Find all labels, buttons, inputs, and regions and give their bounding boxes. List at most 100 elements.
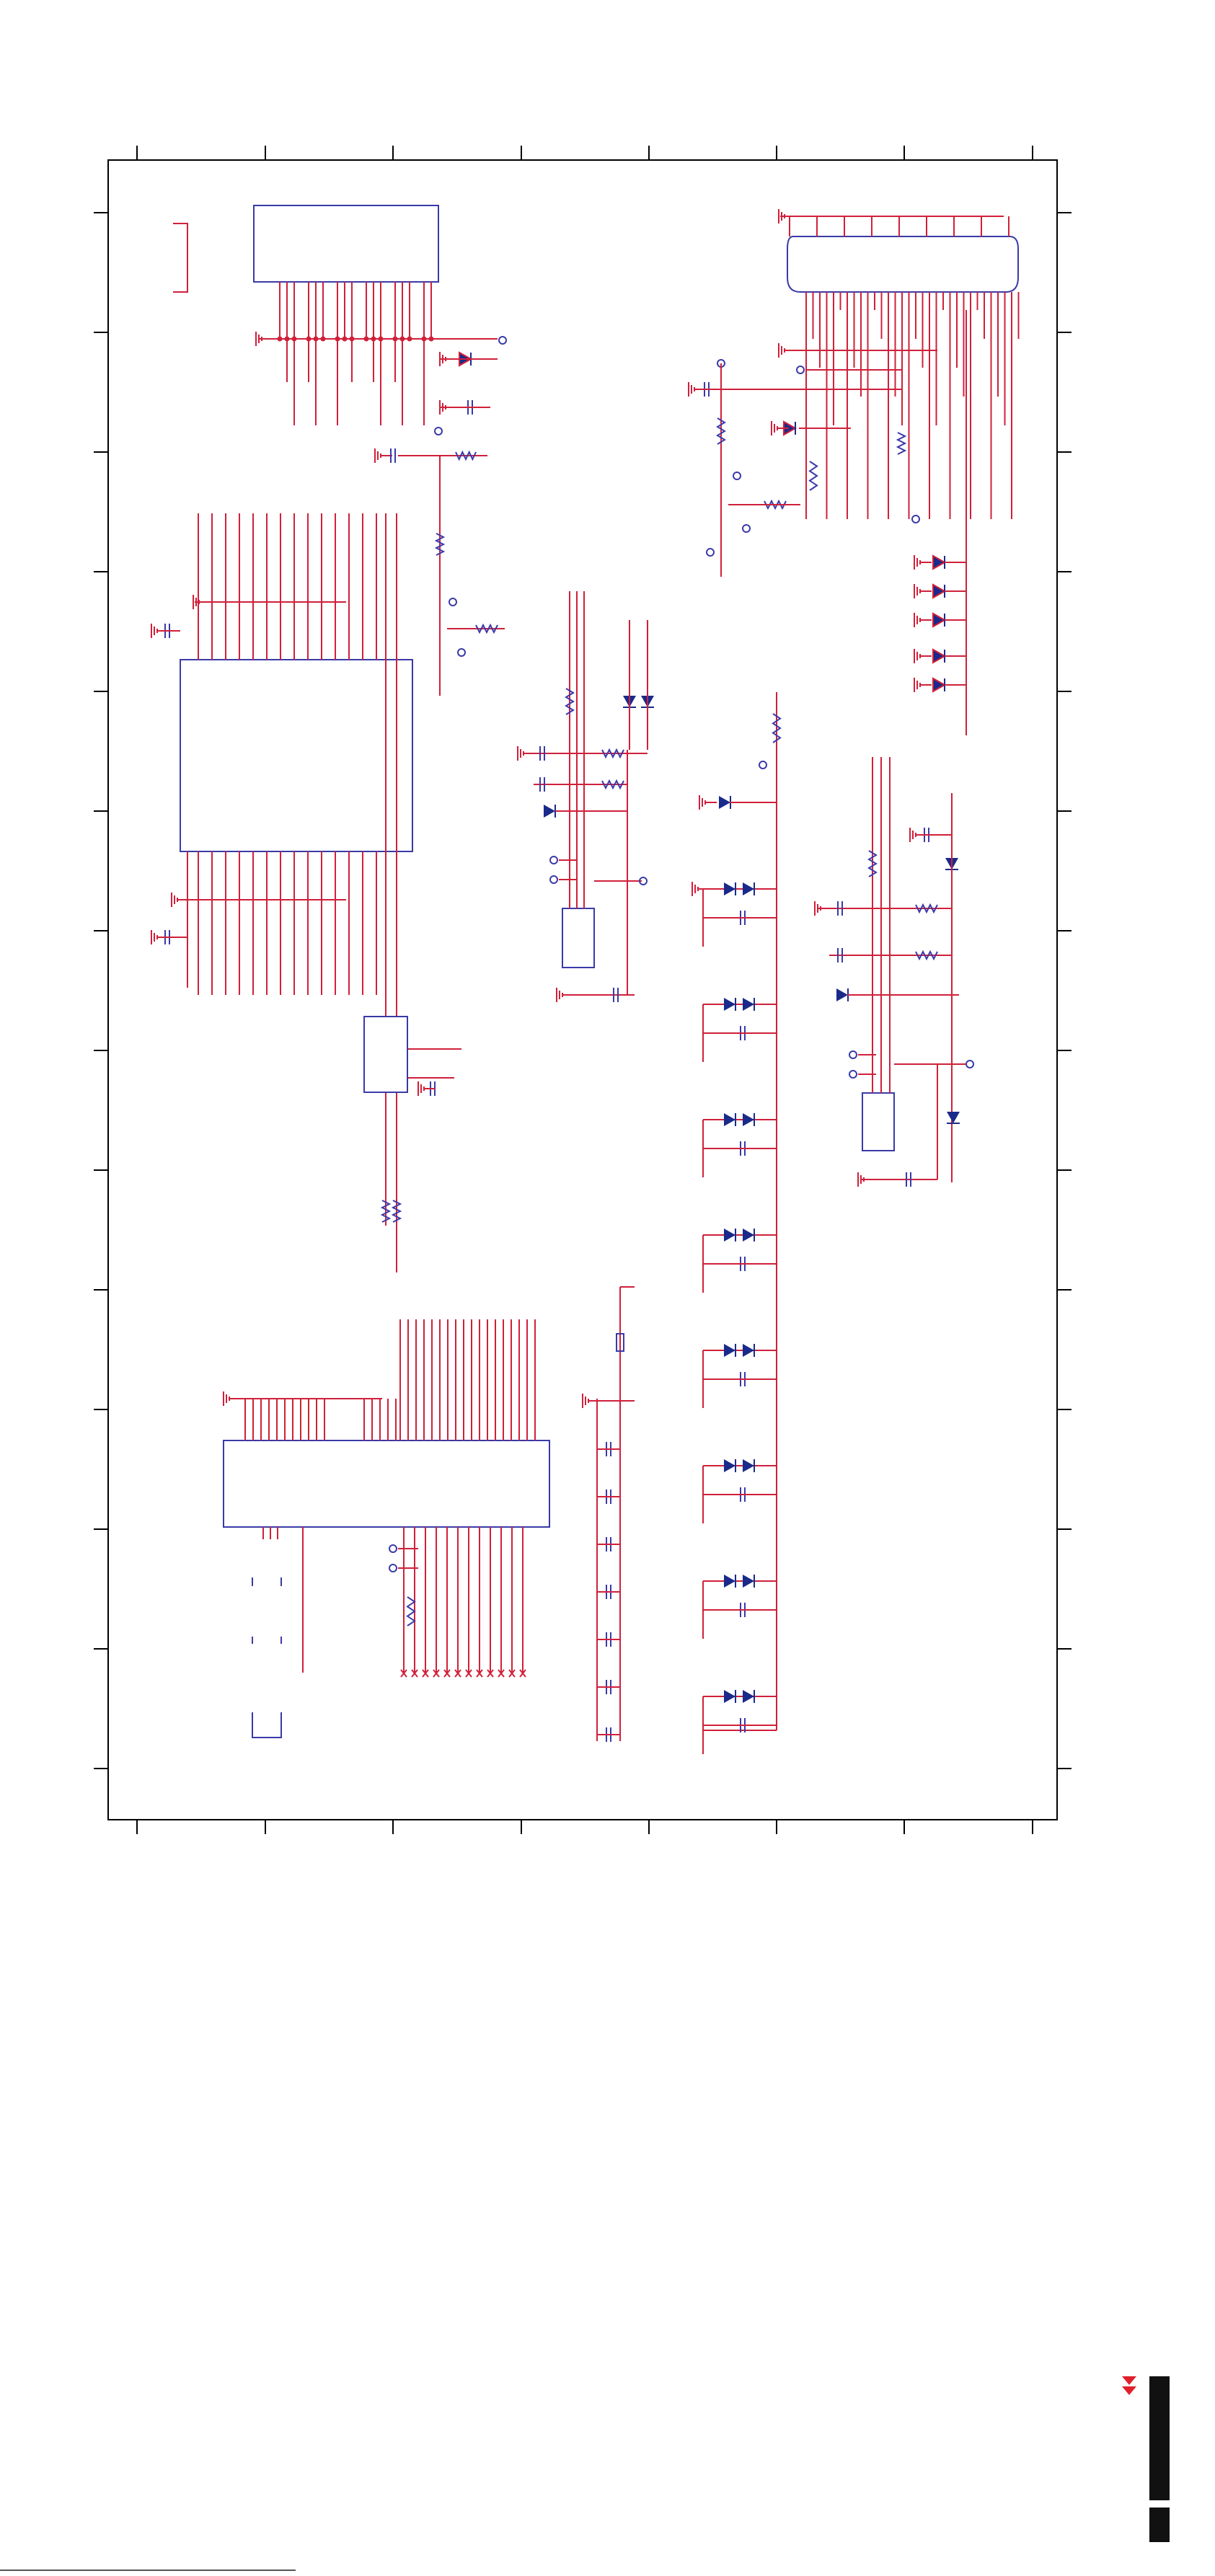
diode-icon <box>947 1112 960 1124</box>
ground-icon <box>914 678 932 692</box>
diode-icon <box>836 988 849 1001</box>
test-point-icon <box>389 1544 397 1553</box>
ground-icon <box>417 1081 436 1096</box>
diode-icon <box>724 1575 736 1588</box>
ic-mid-left <box>562 908 595 968</box>
resistor-icon <box>601 748 624 759</box>
diode-icon <box>743 1113 755 1126</box>
diode-icon <box>724 1459 736 1472</box>
diode-icon <box>724 1113 736 1126</box>
resistor-icon <box>380 1200 392 1223</box>
resistor-icon <box>867 850 878 877</box>
diode-icon <box>743 1344 755 1357</box>
capacitor-icon <box>539 777 545 792</box>
ic-bottom-long <box>223 1319 550 1738</box>
drawing-frame <box>94 146 1072 1834</box>
ground-icon <box>556 988 574 1002</box>
resistor-icon <box>764 499 787 510</box>
test-point-icon <box>449 598 457 606</box>
ground-icon <box>439 352 457 366</box>
side-bar-long <box>1149 2376 1170 2500</box>
diode-icon <box>724 1229 736 1241</box>
ground-icon <box>193 595 211 609</box>
resistor-icon <box>915 903 938 914</box>
diode-icon <box>743 998 755 1011</box>
resistor-icon <box>915 950 938 961</box>
resistor-icon <box>434 533 446 556</box>
ground-icon <box>374 448 392 463</box>
test-point-icon <box>966 1060 974 1068</box>
diode-icon <box>932 677 947 693</box>
diode-icon <box>743 1690 755 1703</box>
capacitor-icon <box>390 448 396 463</box>
resistor-icon <box>601 779 624 790</box>
ground-icon <box>914 649 932 663</box>
diode-icon <box>743 1575 755 1588</box>
ground-icon <box>171 893 189 907</box>
resistor-icon <box>475 623 498 634</box>
diode-icon <box>743 882 755 895</box>
diode-icon <box>743 1459 755 1472</box>
test-point-icon <box>706 548 715 557</box>
ground-icon <box>814 901 832 916</box>
resistor-icon <box>565 688 575 715</box>
test-point-icon <box>498 336 507 345</box>
ground-icon <box>914 613 932 627</box>
test-point-icon <box>796 366 805 374</box>
resistor-icon <box>406 1596 416 1626</box>
diode-icon <box>932 648 947 664</box>
ground-icon <box>857 1172 875 1187</box>
diode-icon <box>743 1229 755 1241</box>
capacitor-column <box>582 1286 635 1742</box>
test-point-icon <box>457 648 466 657</box>
test-point-icon <box>849 1050 857 1059</box>
diode-icon <box>724 1344 736 1357</box>
ic-mid-right <box>862 1092 895 1151</box>
resistor-icon <box>716 417 726 445</box>
capacitor-icon <box>837 901 843 916</box>
capacitor-icon <box>613 988 619 1002</box>
test-point-icon <box>911 515 920 523</box>
ic-small-center <box>363 1016 408 1093</box>
resistor-icon <box>391 1200 402 1223</box>
resistor-icon <box>455 450 477 461</box>
capacitor-icon <box>837 948 843 962</box>
capacitor-icon <box>539 746 545 761</box>
test-point-icon <box>639 877 648 885</box>
diode-icon <box>932 583 947 599</box>
ground-icon <box>914 555 932 570</box>
test-point-icon <box>434 427 443 435</box>
test-point-icon <box>742 524 751 533</box>
ic-main <box>151 513 461 1272</box>
diode-icon <box>719 796 731 809</box>
ground-icon <box>255 332 273 346</box>
ground-icon <box>223 1391 241 1406</box>
wiring <box>517 591 974 1187</box>
capacitor-icon <box>906 1172 911 1187</box>
connector-top-left <box>173 205 507 696</box>
test-point-icon <box>389 1564 397 1572</box>
diode-icon <box>932 612 947 628</box>
diode-ladder <box>692 692 782 1754</box>
test-point-icon <box>733 472 741 480</box>
diode-icon <box>724 998 736 1011</box>
ground-icon <box>699 795 717 810</box>
diode-icon <box>932 554 947 570</box>
diode-icon <box>544 805 556 818</box>
resistor-icon <box>808 461 818 491</box>
test-point-icon <box>549 875 558 884</box>
test-point-icon <box>549 856 558 864</box>
ground-icon <box>914 584 932 598</box>
resistor-icon <box>772 713 782 743</box>
dsub-connector-top-right <box>688 209 1020 735</box>
diode-icon <box>724 882 736 895</box>
ground-icon <box>771 421 789 435</box>
corner-marker <box>1122 2376 1136 2395</box>
diode-icon <box>724 1690 736 1703</box>
test-point-icon <box>849 1070 857 1079</box>
ground-icon <box>439 400 457 415</box>
ground-icon <box>692 882 710 896</box>
side-bar-short <box>1149 2508 1170 2542</box>
test-point-icon <box>759 761 767 769</box>
